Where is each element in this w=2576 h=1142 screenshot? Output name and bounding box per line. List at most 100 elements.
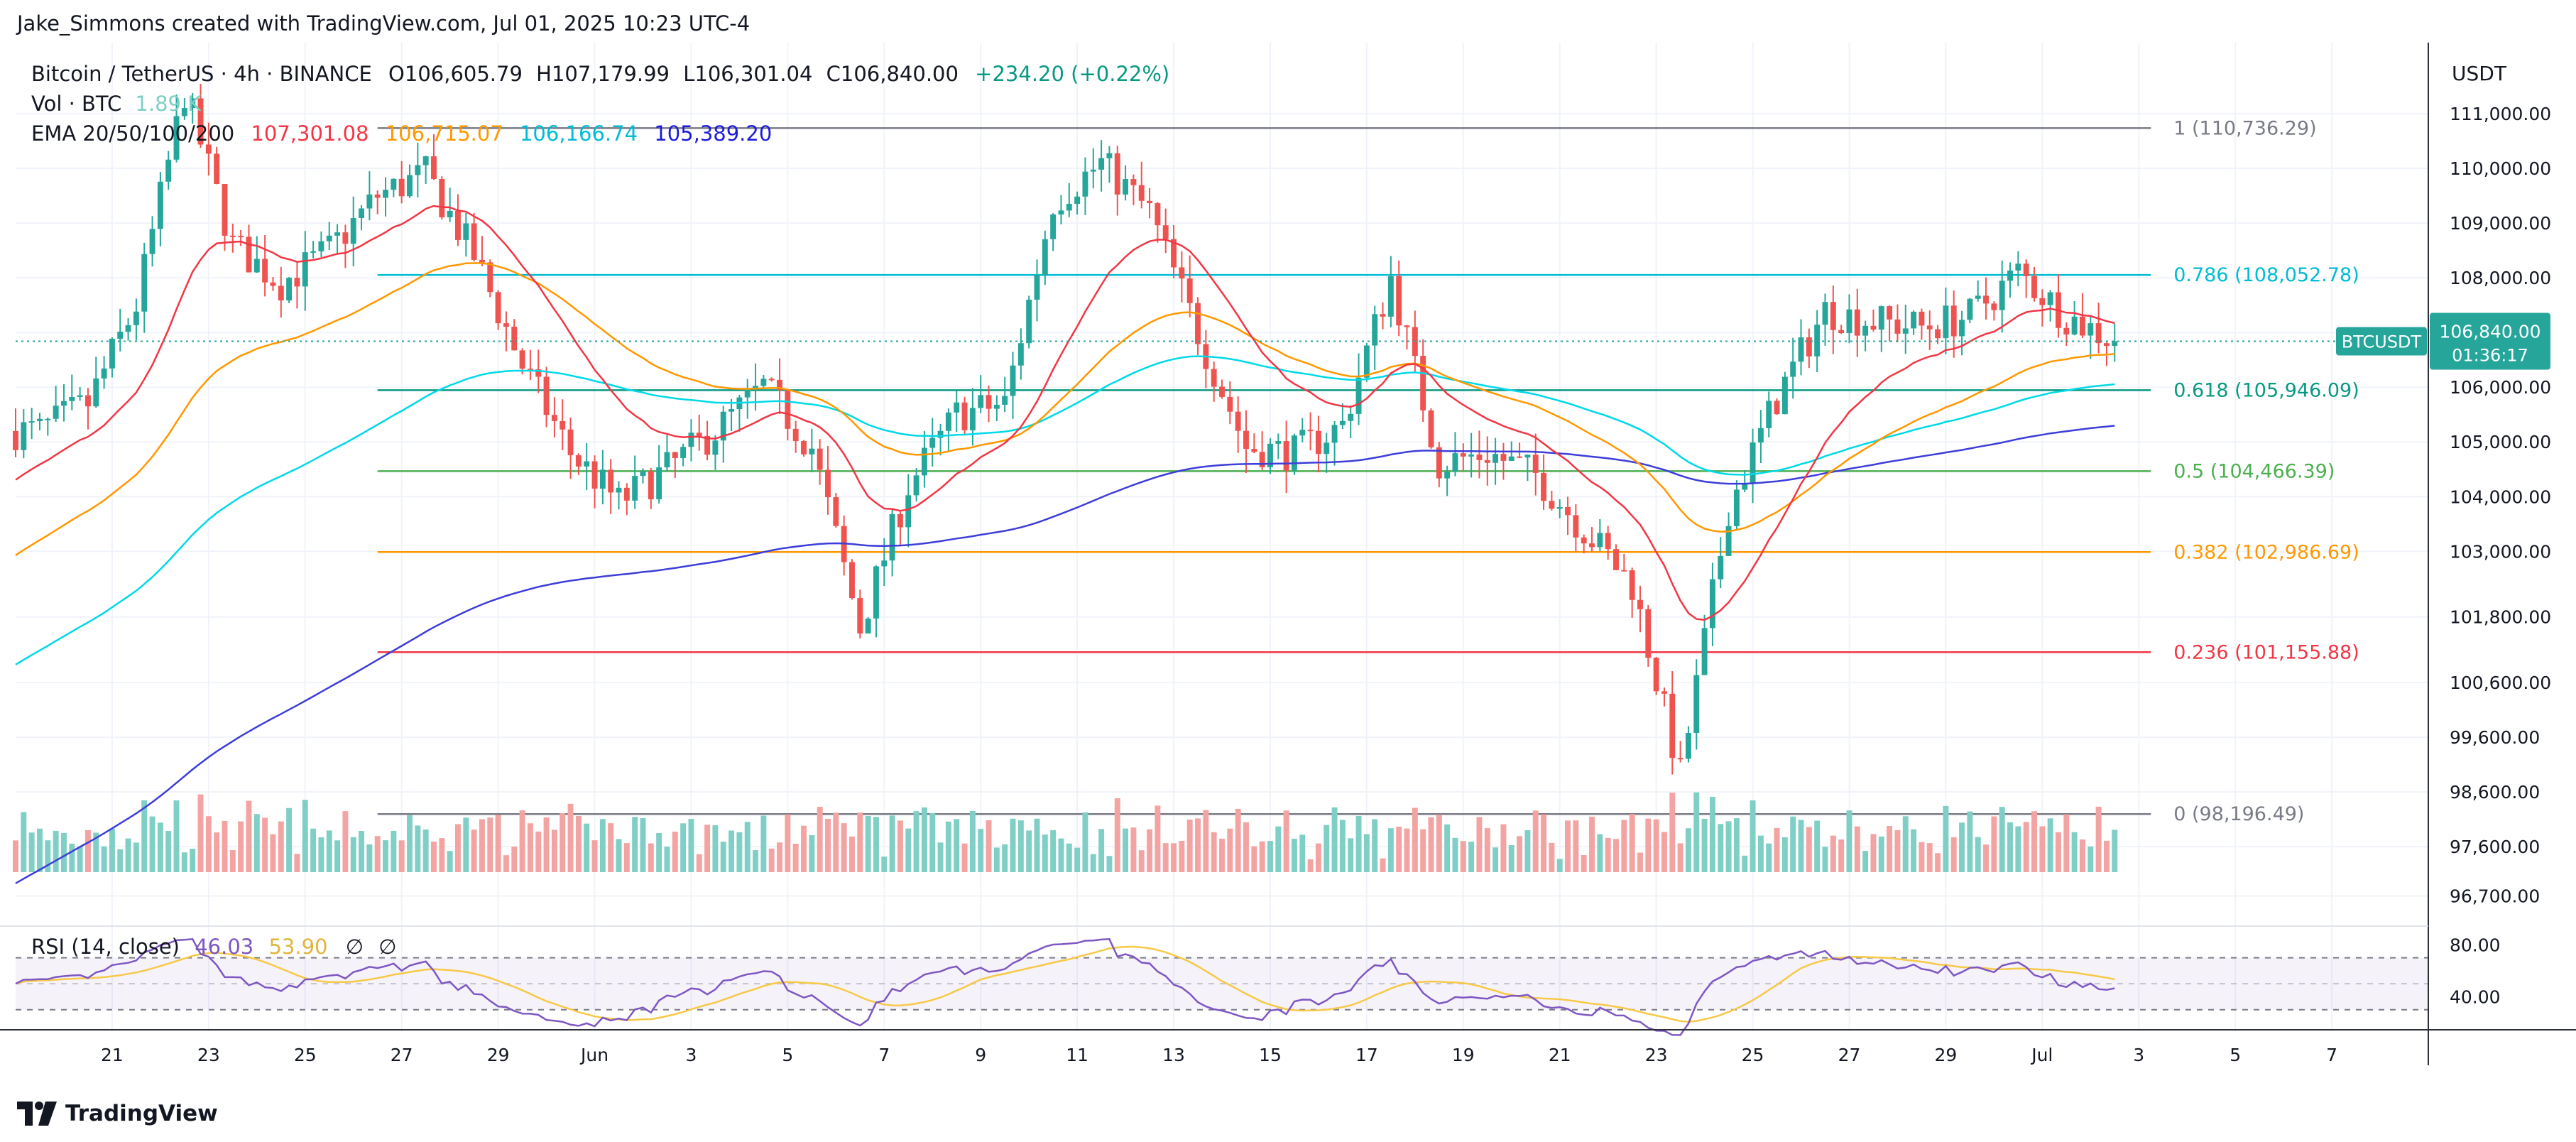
- candle-body: [77, 395, 83, 397]
- candle-body: [60, 401, 67, 406]
- candle-body: [1010, 365, 1016, 396]
- price-tick-label: 99,600.00: [2450, 727, 2540, 748]
- volume-bar: [1195, 818, 1201, 872]
- volume-bar: [1444, 824, 1451, 872]
- candle-body: [1339, 420, 1346, 425]
- candle-body: [181, 108, 187, 116]
- fib-level-label: 1 (110,736.29): [2173, 117, 2316, 139]
- candle-body: [833, 497, 839, 526]
- volume-bar: [1355, 815, 1362, 872]
- candle-body: [2007, 270, 2013, 281]
- volume-bar: [929, 812, 936, 872]
- rsi-legend[interactable]: RSI (14, close) 46.03 53.90 ∅ ∅: [31, 934, 396, 959]
- volume-bar: [817, 807, 823, 872]
- volume-bar: [640, 818, 646, 872]
- symbol-header[interactable]: Bitcoin / TetherUS · 4h · BINANCE O106,6…: [31, 61, 1169, 87]
- volume-bar: [744, 822, 751, 872]
- volume-bar: [197, 794, 204, 872]
- volume-bar: [1605, 837, 1611, 872]
- candle-body: [1742, 483, 1748, 490]
- volume-bar: [736, 832, 743, 872]
- volume-legend[interactable]: Vol · BTC 1.89 K: [31, 91, 201, 116]
- fib-retracement[interactable]: 1 (110,736.29) 0.786 (108,052.78) 0.618 (1…: [377, 117, 2359, 825]
- volume-bar: [1162, 843, 1169, 872]
- candle-body: [1685, 733, 1691, 759]
- candle-body: [302, 252, 308, 287]
- candle-body: [1524, 455, 1531, 458]
- volume-bar: [1597, 834, 1603, 872]
- volume-bar: [2023, 822, 2029, 872]
- volume-bar: [190, 849, 196, 872]
- volume-bar: [1186, 820, 1193, 872]
- candle-body: [1565, 506, 1571, 516]
- candle-body: [157, 181, 163, 229]
- volume-bar: [857, 812, 863, 872]
- volume-bar: [101, 846, 107, 872]
- volume-bar: [584, 823, 590, 872]
- volume-bar: [1902, 816, 1909, 872]
- currency-label[interactable]: USDT: [2452, 62, 2506, 85]
- volume-bar: [1147, 829, 1153, 872]
- candle-body: [1549, 501, 1555, 509]
- volume-bar: [1878, 836, 1884, 872]
- rsi-tick-label: 80.00: [2450, 935, 2501, 955]
- candle-body: [262, 259, 268, 283]
- candle-body: [109, 338, 115, 369]
- candle-body: [599, 469, 606, 489]
- volume-bar: [1500, 824, 1507, 872]
- volume-bar: [543, 817, 550, 872]
- candle-body: [1862, 325, 1869, 336]
- candle-body: [253, 259, 260, 273]
- candle-body: [744, 389, 751, 398]
- volume-bar: [60, 832, 67, 872]
- volume-bar: [1887, 826, 1893, 872]
- price-tick-label: 104,000.00: [2450, 486, 2551, 507]
- candle-body: [817, 448, 823, 470]
- volume-bar: [1010, 818, 1016, 872]
- ema-legend[interactable]: EMA 20/50/100/200 107,301.08 106,715.07 …: [31, 121, 772, 146]
- candle-body: [2063, 327, 2070, 335]
- volume-bar: [1171, 843, 1177, 872]
- symbol-title[interactable]: Bitcoin / TetherUS · 4h · BINANCE: [31, 62, 372, 86]
- volume-bar: [616, 839, 622, 872]
- volume-bar: [350, 837, 356, 872]
- volume-bar: [623, 843, 630, 872]
- volume-bar: [125, 838, 131, 872]
- volume-bar: [1050, 830, 1057, 872]
- candle-body: [2112, 341, 2118, 347]
- volume-bar: [278, 821, 284, 872]
- candle-body: [1243, 430, 1249, 449]
- volume-bar: [921, 807, 927, 872]
- candle-body: [575, 455, 582, 467]
- volume-bar: [1452, 837, 1458, 872]
- volume-bar: [785, 814, 791, 872]
- volume-bar: [1798, 820, 1804, 872]
- volume-bar: [961, 843, 968, 872]
- volume-bar: [1484, 828, 1490, 872]
- candle-body: [439, 179, 445, 217]
- volume-bar: [157, 822, 163, 872]
- time-axis[interactable]: 21 23 25 27 29 Jun 3 5 7 9 11 13 15 17 19 21 23 25 27 29 Jul…: [101, 1045, 2337, 1065]
- volume-bar: [1790, 816, 1796, 872]
- candle-body: [1500, 454, 1507, 461]
- candle-body: [785, 390, 791, 429]
- volume-bar: [1822, 847, 1828, 872]
- tradingview-logo[interactable]: TradingView: [17, 1094, 218, 1133]
- ema-lines: [15, 205, 2115, 884]
- candle-body: [431, 156, 437, 180]
- candle-body: [567, 429, 574, 455]
- candle-body: [1283, 441, 1289, 471]
- ema50-value: 106,715.07: [385, 121, 503, 146]
- candle-body: [632, 476, 638, 501]
- price-badge-countdown: 01:36:17: [2452, 346, 2528, 366]
- volume-bar: [1532, 810, 1539, 872]
- volume-bar: [253, 814, 260, 872]
- candle-body: [1444, 472, 1451, 479]
- candle-body: [1605, 533, 1611, 550]
- volume-bar: [1098, 829, 1105, 872]
- price-tick-label: 110,000.00: [2450, 158, 2551, 179]
- ema20-line: [15, 205, 2115, 621]
- volume-bar: [889, 815, 895, 872]
- volume-bar: [1565, 820, 1571, 872]
